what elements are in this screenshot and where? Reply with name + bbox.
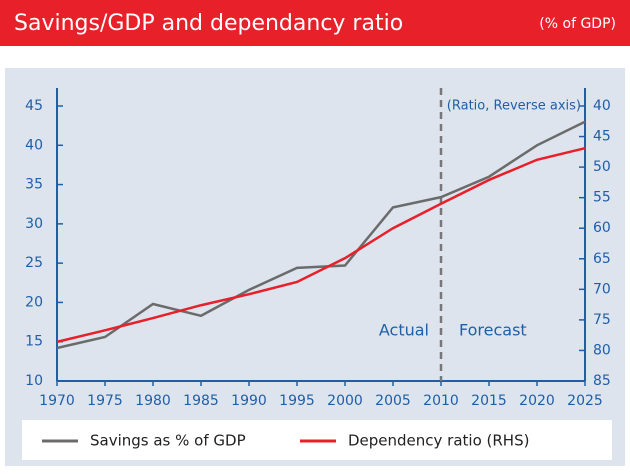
x-tick-label: 2015 [471, 393, 507, 409]
y2-tick-label: 70 [593, 281, 611, 297]
y2-tick-label: 60 [593, 220, 611, 236]
y2-tick-label: 50 [593, 159, 611, 175]
series-line [56, 146, 586, 344]
x-tick-label: 1995 [279, 393, 315, 409]
legend-label: Savings as % of GDP [90, 432, 246, 450]
y2-axis-label: (Ratio, Reverse axis) [447, 99, 581, 114]
x-tick-label: 1970 [39, 393, 75, 409]
title-bar [0, 0, 630, 46]
y-tick-label: 40 [25, 137, 43, 153]
x-tick-label: 2005 [375, 393, 411, 409]
chart-title: Savings/GDP and dependancy ratio [14, 11, 403, 36]
y-tick-label: 30 [25, 216, 43, 232]
annotation: Forecast [459, 321, 527, 340]
y-tick-label: 35 [25, 177, 43, 193]
x-tick-label: 1985 [183, 393, 219, 409]
y-tick-label: 45 [25, 98, 43, 114]
y2-tick-label: 85 [593, 373, 611, 389]
x-tick-label: 2010 [423, 393, 459, 409]
y-tick-label: 25 [25, 255, 43, 271]
x-tick-label: 1975 [87, 393, 123, 409]
x-tick-label: 1980 [135, 393, 171, 409]
y2-tick-label: 80 [593, 342, 611, 358]
x-tick-label: 2000 [327, 393, 363, 409]
y2-tick-label: 55 [593, 190, 611, 206]
y-tick-label: 20 [25, 294, 43, 310]
y2-tick-label: 40 [593, 98, 611, 114]
annotation: Actual [379, 321, 429, 340]
y2-tick-label: 65 [593, 251, 611, 267]
chart-subtitle: (% of GDP) [539, 16, 616, 32]
y2-tick-label: 45 [593, 129, 611, 145]
x-tick-label: 1990 [231, 393, 267, 409]
x-tick-label: 2025 [567, 393, 603, 409]
legend-label: Dependency ratio (RHS) [348, 432, 529, 450]
y-tick-label: 10 [25, 373, 43, 389]
y2-tick-label: 75 [593, 312, 611, 328]
x-tick-label: 2020 [519, 393, 555, 409]
y-tick-label: 15 [25, 334, 43, 350]
series-line [56, 120, 586, 350]
